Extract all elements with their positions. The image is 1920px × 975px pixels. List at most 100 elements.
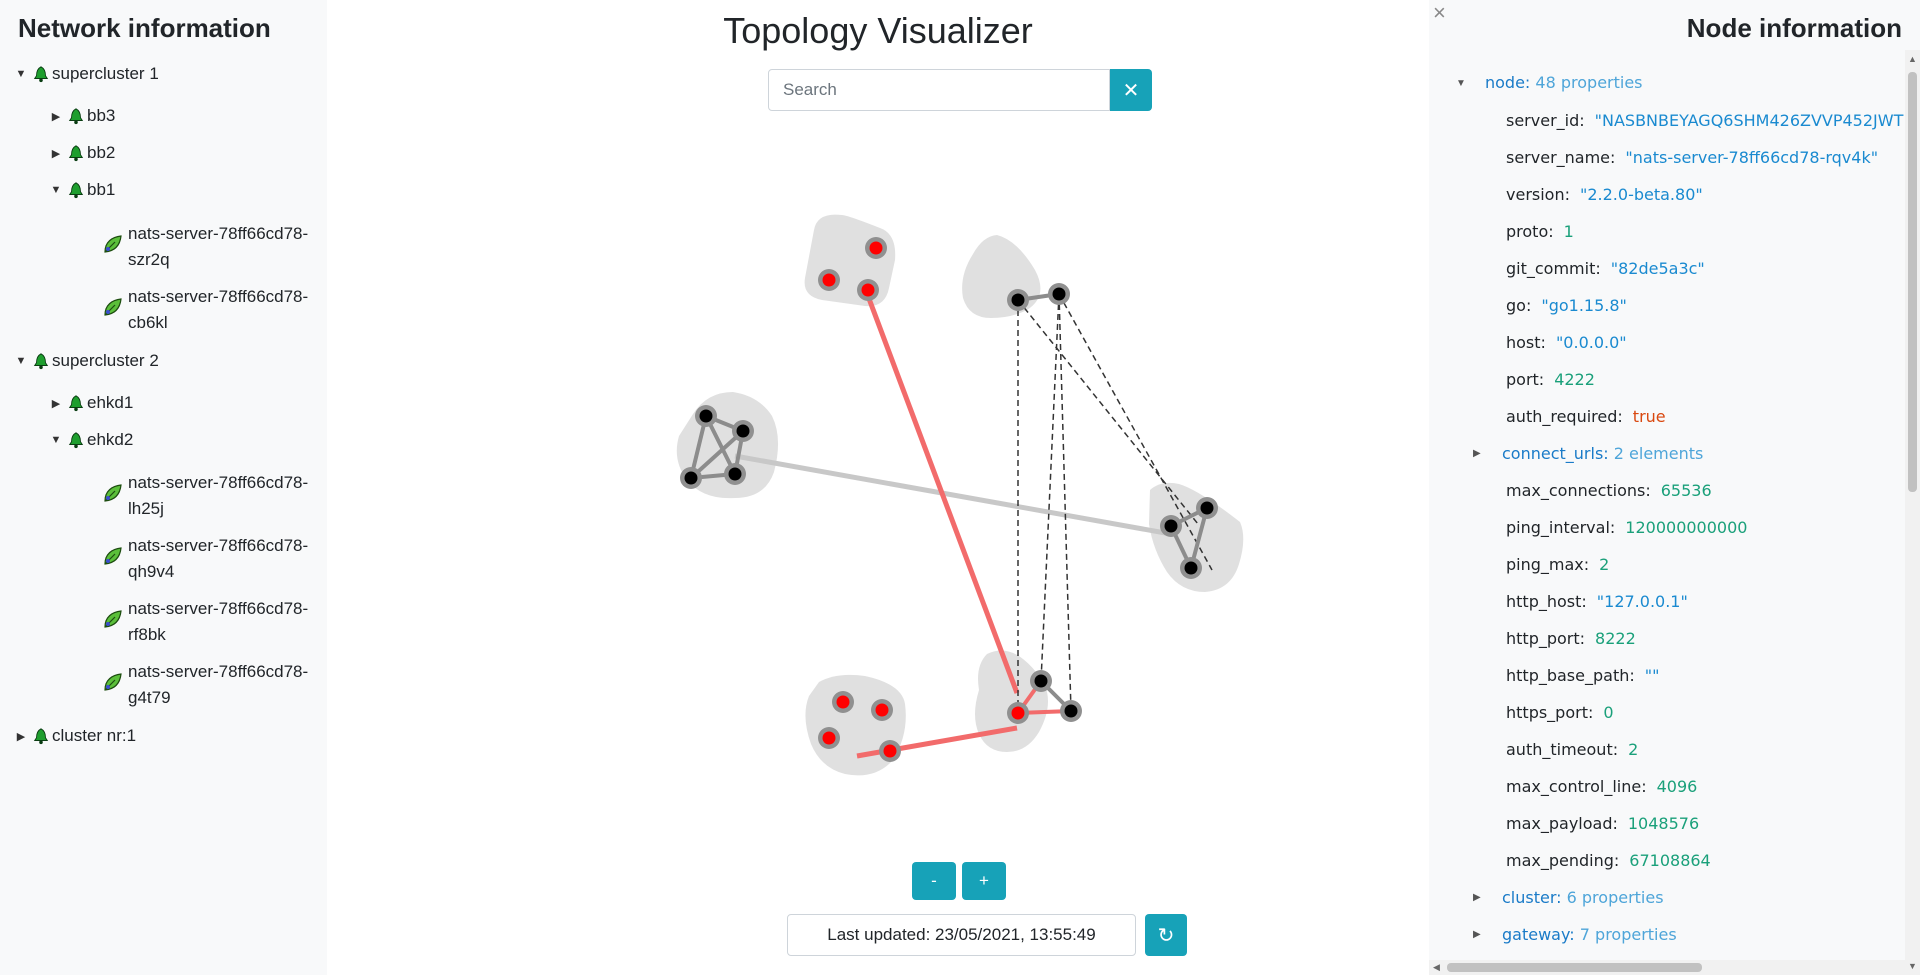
tree-label: bb3 xyxy=(87,106,116,125)
node-dot[interactable] xyxy=(836,695,850,709)
tree-item-server[interactable]: nats-server-78ff66cd78-qh9v4 xyxy=(102,533,327,585)
tree-item-server[interactable]: nats-server-78ff66cd78-g4t79 xyxy=(102,659,327,711)
json-prop: git_commit: "82de5a3c" xyxy=(1506,259,1705,278)
server-label: nats-server-78ff66cd78-rf8bk xyxy=(128,599,309,644)
caret-right-icon[interactable]: ▶ xyxy=(51,147,61,160)
node-dot[interactable] xyxy=(684,471,698,485)
tree-label: ehkd1 xyxy=(87,393,134,412)
json-prop: max_pending: 67108864 xyxy=(1506,851,1711,870)
json-prop: version: "2.2.0-beta.80" xyxy=(1506,185,1703,204)
node-dot[interactable] xyxy=(1164,519,1178,533)
json-prop: port: 4222 xyxy=(1506,370,1595,389)
node-dot[interactable] xyxy=(869,241,883,255)
json-prop: ping_max: 2 xyxy=(1506,555,1610,574)
caret-right-icon[interactable]: ▶ xyxy=(1473,929,1481,940)
tree-item-bb2[interactable]: ▶ bb2 xyxy=(49,143,116,163)
json-prop: server_id: "NASBNBEYAGQ6SHM426ZVVP452JWT xyxy=(1506,111,1904,130)
json-prop: proto: 1 xyxy=(1506,222,1574,241)
topology-graph[interactable] xyxy=(327,120,1429,840)
server-leaf-icon xyxy=(104,673,122,691)
cluster-hull[interactable] xyxy=(975,650,1048,752)
node-dot[interactable] xyxy=(1011,706,1025,720)
node-dot[interactable] xyxy=(822,731,836,745)
horizontal-scrollbar[interactable]: ◀ xyxy=(1429,960,1905,975)
cluster-hull[interactable] xyxy=(962,235,1041,318)
tree-item-ehkd1[interactable]: ▶ ehkd1 xyxy=(49,393,134,413)
cluster-icon xyxy=(68,182,84,199)
caret-down-icon[interactable]: ▼ xyxy=(50,434,62,446)
scrollbar-thumb[interactable] xyxy=(1447,963,1702,972)
node-dot[interactable] xyxy=(1034,674,1048,688)
leaf-link[interactable] xyxy=(1058,293,1072,712)
node-info-title: Node information xyxy=(1686,13,1902,43)
json-node-root[interactable]: node: 48 properties xyxy=(1485,73,1643,92)
tree-label: cluster nr:1 xyxy=(52,726,137,745)
cluster-hull[interactable] xyxy=(1149,482,1244,592)
node-dot[interactable] xyxy=(1064,704,1078,718)
node-dot[interactable] xyxy=(1200,501,1214,515)
leaf-link[interactable] xyxy=(1017,299,1199,525)
vertical-scrollbar[interactable]: ▲ ▼ xyxy=(1905,50,1920,975)
node-dot[interactable] xyxy=(875,703,889,717)
leaf-link[interactable] xyxy=(1058,293,1213,571)
node-dot[interactable] xyxy=(883,744,897,758)
scroll-down-icon[interactable]: ▼ xyxy=(1908,961,1917,971)
caret-down-icon[interactable]: ▼ xyxy=(15,355,27,367)
json-node-gateway[interactable]: gateway: 7 properties xyxy=(1502,925,1677,944)
cluster-icon xyxy=(68,145,84,162)
leaf-link[interactable] xyxy=(1040,293,1060,682)
server-label: nats-server-78ff66cd78-szr2q xyxy=(128,224,309,269)
scroll-left-icon[interactable]: ◀ xyxy=(1433,962,1440,972)
json-node-cluster[interactable]: cluster: 6 properties xyxy=(1502,888,1664,907)
cluster-icon xyxy=(68,108,84,125)
caret-right-icon[interactable]: ▶ xyxy=(1473,892,1481,903)
tree-item-server[interactable]: nats-server-78ff66cd78-cb6kl xyxy=(102,284,327,336)
cluster-link[interactable] xyxy=(689,429,745,480)
zoom-in-button[interactable]: + xyxy=(962,862,1006,900)
last-updated-text: Last updated: 23/05/2021, 13:55:49 xyxy=(787,914,1136,956)
node-dot[interactable] xyxy=(1011,293,1025,307)
tree-item-server[interactable]: nats-server-78ff66cd78-lh25j xyxy=(102,470,327,522)
node-dot[interactable] xyxy=(861,283,875,297)
server-label: nats-server-78ff66cd78-g4t79 xyxy=(128,662,309,707)
search-input[interactable] xyxy=(768,69,1110,111)
tree-label: bb1 xyxy=(87,180,116,199)
clear-search-button[interactable]: ✕ xyxy=(1110,69,1152,111)
caret-right-icon[interactable]: ▶ xyxy=(16,730,26,743)
server-leaf-icon xyxy=(104,547,122,565)
highlighted-gateway-link[interactable] xyxy=(865,295,1020,694)
tree-item-cluster[interactable]: ▶ cluster nr:1 xyxy=(14,726,136,746)
tree-item-supercluster-1[interactable]: ▼ supercluster 1 xyxy=(14,64,159,84)
gateway-link[interactable] xyxy=(734,453,1172,537)
node-dot[interactable] xyxy=(699,409,713,423)
json-node-connect-urls[interactable]: connect_urls: 2 elements xyxy=(1502,444,1704,463)
tree-item-supercluster-2[interactable]: ▼ supercluster 2 xyxy=(14,351,159,371)
node-dot[interactable] xyxy=(1184,561,1198,575)
cluster-hull[interactable] xyxy=(804,214,896,307)
tree-item-server[interactable]: nats-server-78ff66cd78-rf8bk xyxy=(102,596,327,648)
server-leaf-icon xyxy=(104,610,122,628)
scrollbar-thumb[interactable] xyxy=(1908,72,1917,492)
caret-down-icon[interactable]: ▼ xyxy=(50,184,62,196)
tree-item-bb1[interactable]: ▼ bb1 xyxy=(49,180,116,200)
caret-right-icon[interactable]: ▶ xyxy=(51,397,61,410)
caret-down-icon[interactable]: ▼ xyxy=(1456,78,1466,89)
node-dot[interactable] xyxy=(736,424,750,438)
tree-item-server[interactable]: nats-server-78ff66cd78-szr2q xyxy=(102,221,327,273)
tree-item-ehkd2[interactable]: ▼ ehkd2 xyxy=(49,430,134,450)
caret-right-icon[interactable]: ▶ xyxy=(51,110,61,123)
scroll-up-icon[interactable]: ▲ xyxy=(1908,54,1917,64)
refresh-button[interactable]: ↻ xyxy=(1145,914,1187,956)
node-dot[interactable] xyxy=(822,273,836,287)
close-icon[interactable]: × xyxy=(1433,0,1446,25)
json-prop: max_payload: 1048576 xyxy=(1506,814,1700,833)
caret-right-icon[interactable]: ▶ xyxy=(1473,448,1481,459)
node-dot[interactable] xyxy=(728,467,742,481)
json-prop: http_port: 8222 xyxy=(1506,629,1636,648)
zoom-out-button[interactable]: - xyxy=(912,862,956,900)
node-dot[interactable] xyxy=(1052,287,1066,301)
tree-item-bb3[interactable]: ▶ bb3 xyxy=(49,106,116,126)
json-prop: go: "go1.15.8" xyxy=(1506,296,1627,315)
caret-down-icon[interactable]: ▼ xyxy=(15,68,27,80)
server-leaf-icon xyxy=(104,235,122,253)
